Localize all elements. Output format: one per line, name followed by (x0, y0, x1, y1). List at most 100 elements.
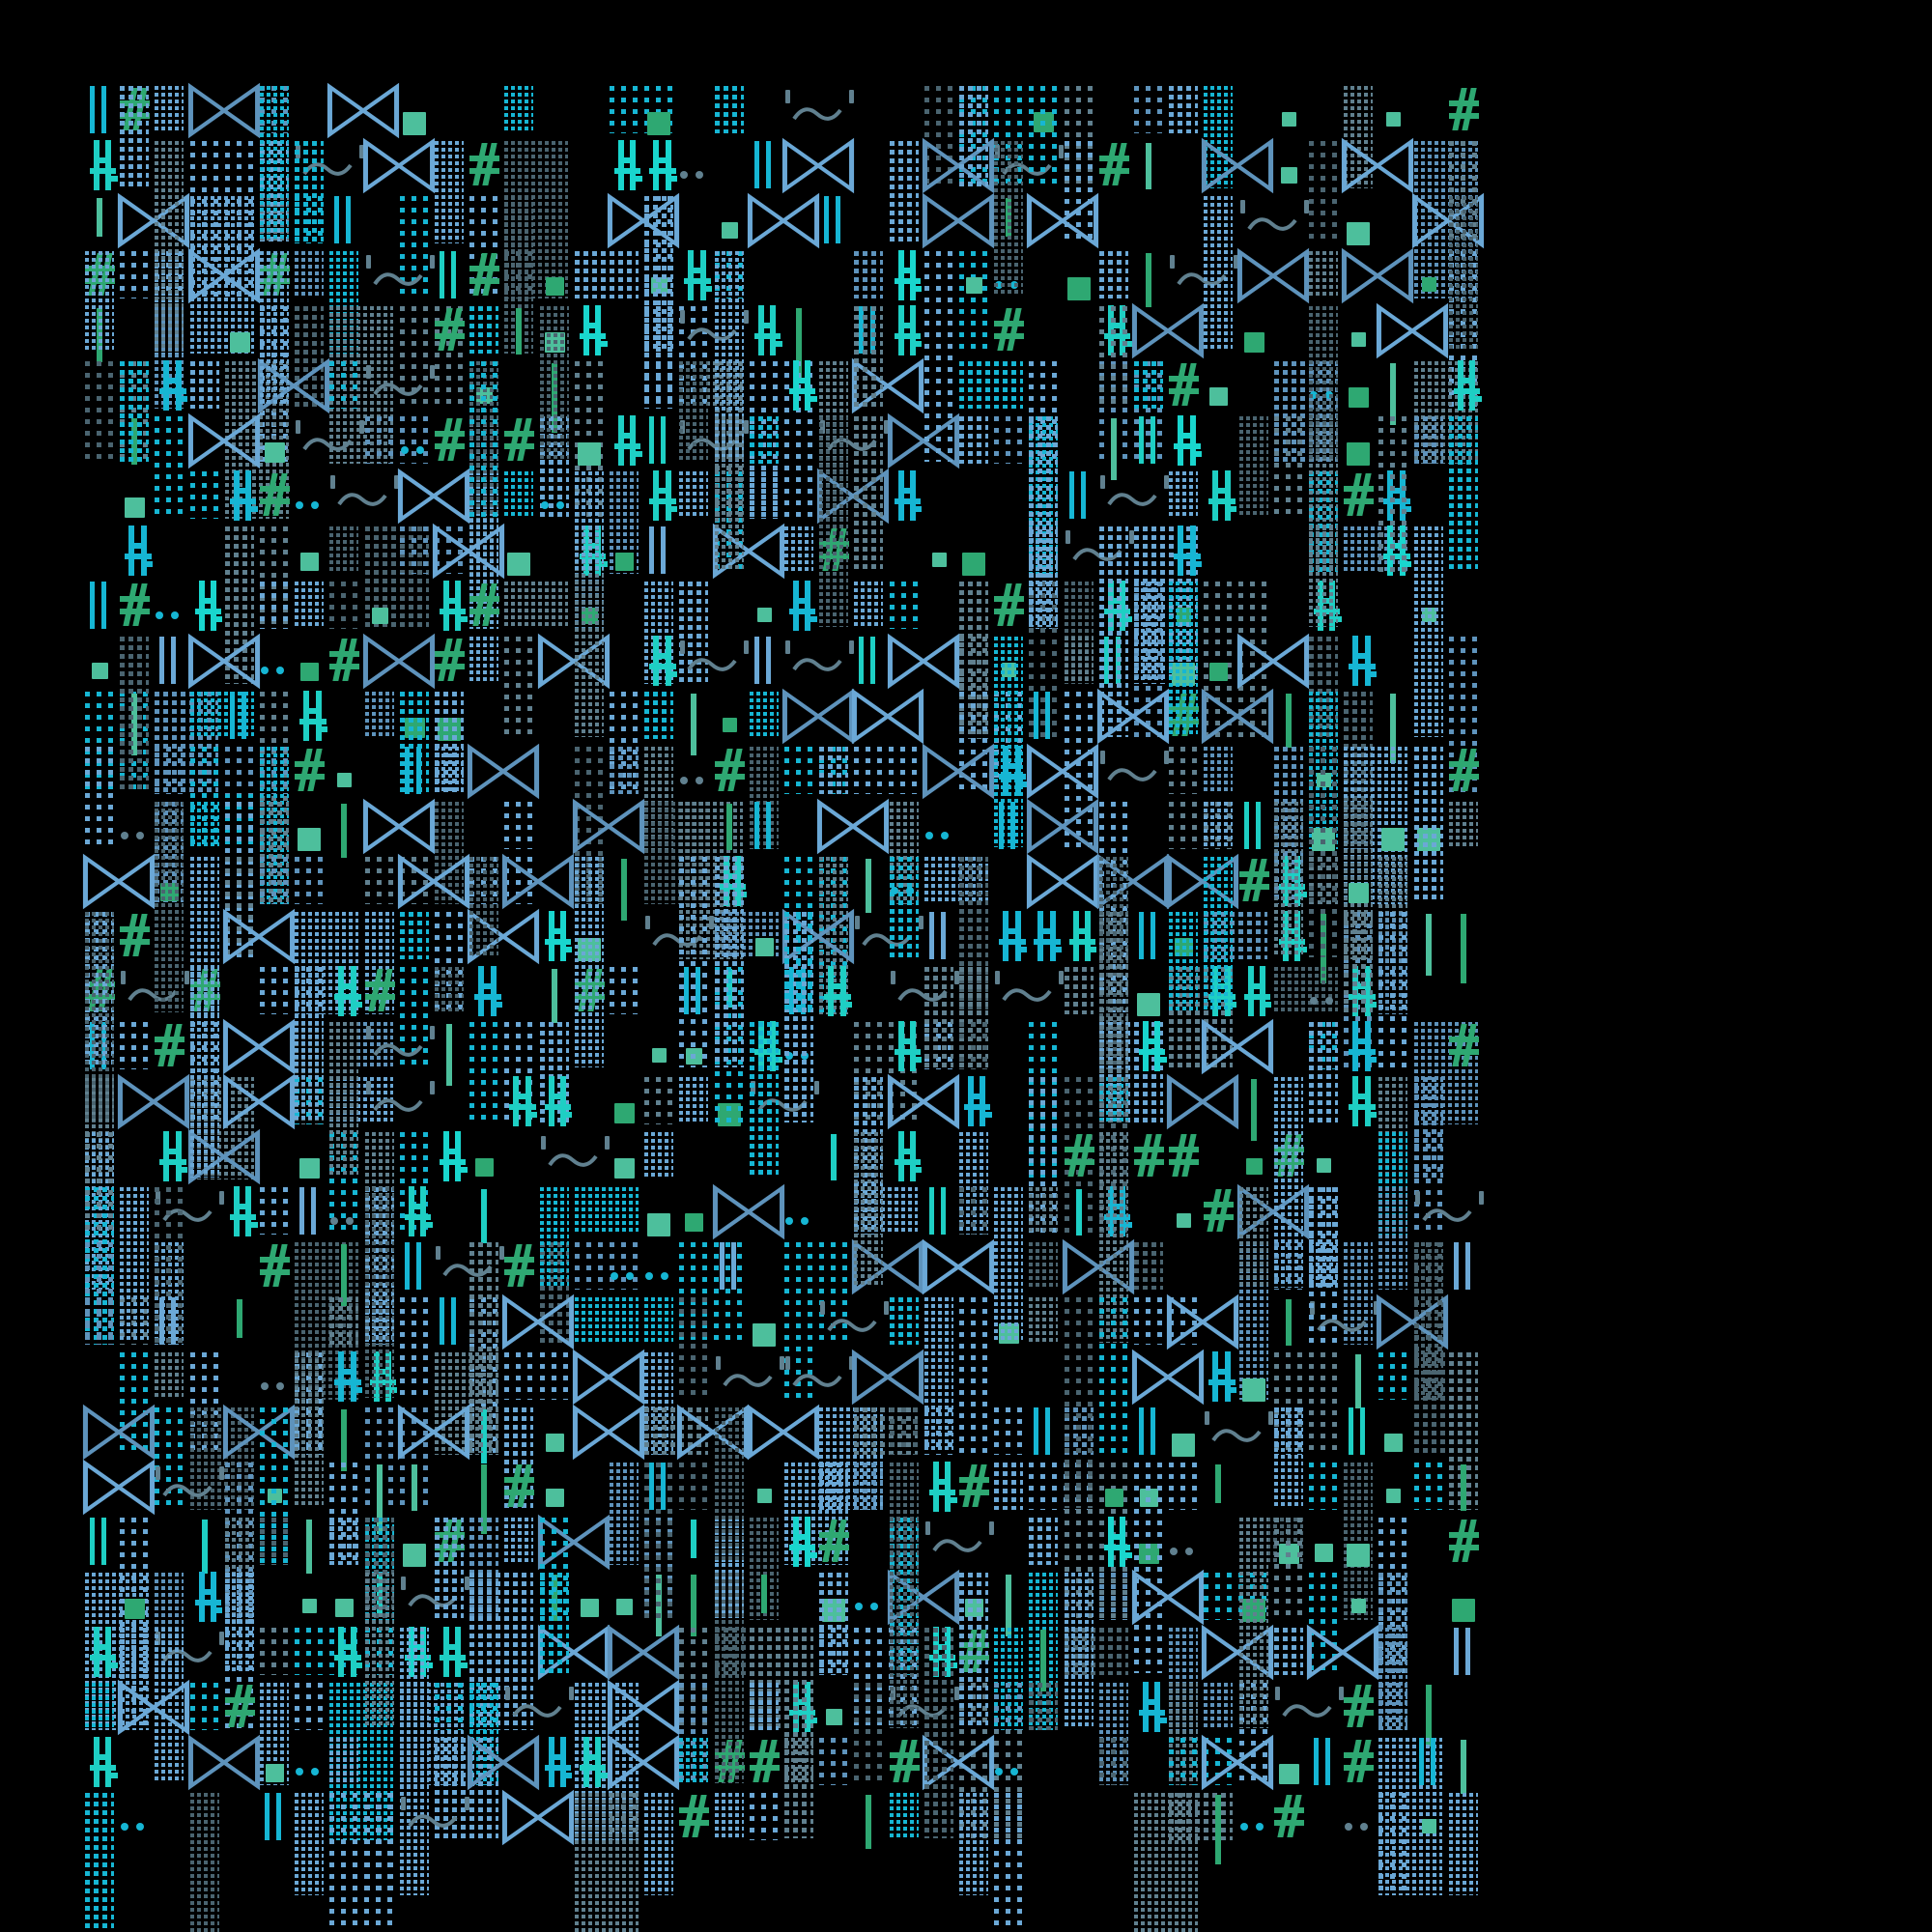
bowtie-shape (397, 468, 469, 525)
right-angle-cross-glyph (1342, 1076, 1379, 1126)
texture-column-glyph (1098, 857, 1128, 957)
vertical-bar-glyph (866, 859, 872, 913)
hash-stroke (994, 596, 1025, 603)
texture-block-glyph (189, 471, 219, 519)
hash-stroke (435, 431, 465, 438)
bar-stroke (1325, 1738, 1330, 1785)
double-bar-glyph (90, 1518, 109, 1565)
bowtie-glyph (607, 1624, 680, 1681)
quote-tilde-glyph (1413, 1191, 1487, 1236)
vertical-bar-glyph (376, 1464, 383, 1534)
texture-block-glyph (329, 1297, 359, 1345)
texture-block-glyph (959, 1793, 988, 1895)
cross-stroke (792, 360, 799, 387)
cross-stroke (909, 1167, 923, 1174)
cross-stroke (1352, 1098, 1359, 1126)
texture-block-glyph (329, 361, 359, 409)
bar-stroke (649, 526, 655, 574)
hash-stroke (1448, 761, 1479, 768)
vertical-bar-glyph (1460, 914, 1466, 983)
texture-column-glyph (435, 1518, 464, 1618)
double-dot-glyph (1170, 1548, 1199, 1557)
cross-stroke (1139, 1049, 1166, 1056)
cross-stroke (665, 470, 671, 491)
dot (940, 832, 949, 839)
texture-block-glyph (1098, 1738, 1128, 1785)
texture-block-glyph (1344, 1463, 1374, 1620)
hash-stroke (1273, 1820, 1304, 1827)
cross-stroke (440, 1655, 467, 1662)
cross-stroke (792, 1539, 799, 1567)
cross-stroke (630, 140, 637, 160)
bar-stroke (824, 196, 830, 243)
double-bar-glyph (1349, 1407, 1368, 1455)
double-bar-glyph (404, 1242, 424, 1290)
bowtie-glyph (922, 192, 994, 249)
vertical-bar-glyph (1110, 418, 1117, 480)
quote-mark (1099, 475, 1105, 489)
texture-block-glyph (189, 1793, 219, 1932)
bowtie-shape (222, 1073, 295, 1130)
right-angle-cross-glyph (957, 1076, 995, 1126)
bowtie-glyph (1131, 302, 1205, 359)
hash-glyph (714, 749, 745, 791)
quote-tilde-glyph (539, 1136, 612, 1180)
cross-stroke (1154, 1057, 1167, 1064)
cross-stroke (1037, 911, 1044, 938)
cross-stroke (455, 1151, 462, 1181)
bowtie-glyph (1236, 633, 1309, 690)
vertical-bar-glyph (1215, 1795, 1222, 1864)
hash-stroke (329, 651, 360, 658)
dot (611, 1272, 618, 1280)
double-bar-glyph (1453, 1242, 1473, 1290)
texture-column-glyph (994, 637, 1024, 847)
vertical-bar-glyph (306, 1520, 313, 1574)
cross-stroke (233, 1203, 246, 1209)
texture-column-glyph (260, 1407, 289, 1563)
texture-block-glyph (610, 967, 639, 1014)
cross-stroke (665, 506, 678, 513)
solid-square-glyph (1351, 332, 1367, 347)
bowtie-glyph (468, 1734, 540, 1791)
quote-mark (924, 1521, 930, 1535)
quote-mark (779, 1356, 784, 1370)
cross-stroke (245, 470, 252, 491)
texture-block-glyph (889, 582, 919, 629)
quote-mark (855, 916, 861, 929)
quote-mark (1338, 1687, 1344, 1700)
texture-column-glyph (1204, 196, 1234, 352)
texture-column-glyph (399, 1628, 429, 1728)
cross-stroke (653, 156, 667, 163)
cross-stroke (229, 498, 257, 505)
cross-stroke (93, 1753, 107, 1760)
solid-square-glyph (1386, 112, 1402, 127)
bowtie-glyph (82, 853, 156, 910)
vertical-bar-glyph (411, 1464, 417, 1511)
dot (121, 1823, 129, 1831)
cross-stroke (1224, 470, 1231, 491)
cross-stroke (1364, 1021, 1371, 1041)
right-angle-cross-glyph (188, 1572, 226, 1622)
cross-stroke (770, 341, 782, 348)
hash-glyph (959, 1464, 989, 1507)
quote-mark (1205, 1411, 1210, 1425)
cross-stroke (442, 581, 449, 608)
double-bar-glyph (265, 1793, 284, 1840)
texture-column-glyph (364, 1573, 394, 1728)
right-angle-cross-glyph (642, 636, 680, 686)
cross-stroke (630, 176, 642, 183)
cross-stroke (1364, 1040, 1371, 1071)
texture-block-glyph (260, 1628, 289, 1675)
cross-stroke (1352, 658, 1359, 686)
hash-glyph (1344, 473, 1375, 516)
right-angle-cross-glyph (188, 581, 226, 631)
cross-stroke (1068, 939, 1095, 946)
texture-column-glyph (714, 1573, 744, 1783)
bowtie-glyph (187, 247, 260, 304)
right-angle-cross-glyph (83, 140, 121, 190)
texture-block-glyph (1064, 637, 1094, 684)
hash-stroke (1064, 1159, 1094, 1166)
texture-block-glyph (889, 1297, 919, 1345)
cross-stroke (614, 168, 641, 175)
cross-stroke (1453, 388, 1481, 395)
